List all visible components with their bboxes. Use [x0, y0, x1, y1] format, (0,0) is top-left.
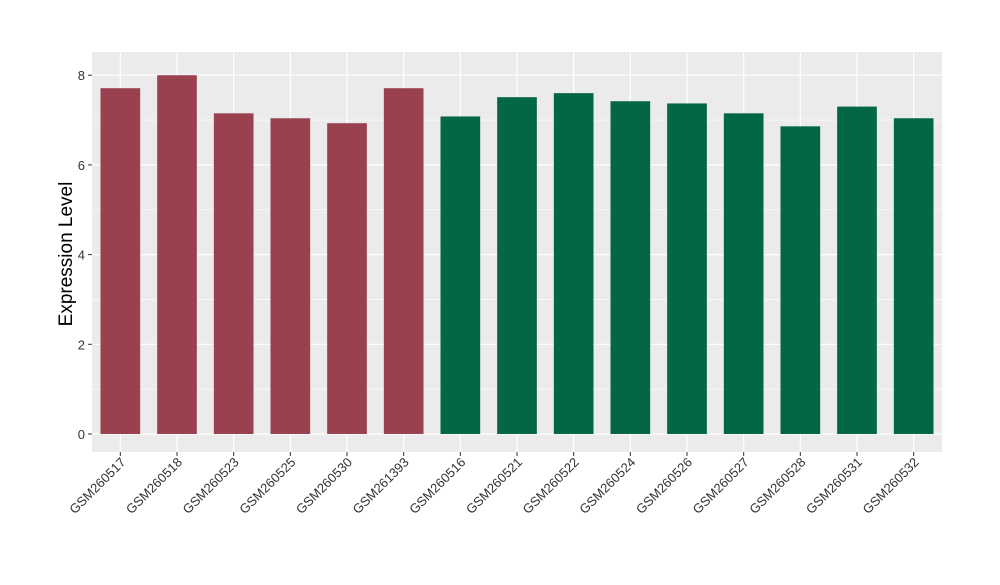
x-tick-label: GSM260530 [293, 455, 355, 517]
bar-GSM260518 [157, 75, 197, 434]
x-tick-label: GSM260526 [633, 455, 695, 517]
bar-GSM261393 [383, 88, 424, 435]
y-tick-label: 6 [78, 158, 85, 173]
x-tick-label: GSM260523 [180, 455, 242, 517]
bar-GSM260517 [100, 88, 141, 435]
x-tick-label: GSM260525 [236, 455, 298, 517]
bar-GSM260522 [553, 93, 594, 434]
bar-GSM260521 [497, 97, 537, 434]
bar-GSM260516 [440, 116, 481, 434]
x-tick-label: GSM260518 [123, 455, 185, 517]
y-tick-label: 8 [78, 68, 85, 83]
x-tick-label: GSM261393 [350, 455, 412, 517]
y-tick-label: 2 [78, 337, 85, 352]
bar-GSM260524 [610, 101, 651, 434]
bar-GSM260527 [723, 113, 764, 434]
x-tick-label: GSM260527 [690, 455, 752, 517]
bar-GSM260526 [667, 103, 707, 434]
y-axis-label: Expression Level [56, 182, 77, 327]
x-tick-label: GSM260524 [576, 455, 638, 517]
y-tick-label: 0 [78, 427, 85, 442]
x-tick-label: GSM260522 [520, 455, 582, 517]
x-tick-label: GSM260516 [406, 455, 468, 517]
x-tick-label: GSM260517 [66, 455, 128, 517]
x-tick-label: GSM260528 [746, 455, 808, 517]
bar-GSM260525 [270, 118, 311, 435]
x-tick-label: GSM260532 [860, 455, 922, 517]
bar-GSM260523 [213, 113, 254, 434]
y-tick-label: 4 [78, 248, 85, 263]
x-tick-label: GSM260521 [463, 455, 525, 517]
x-tick-label: GSM260531 [803, 455, 865, 517]
bar-GSM260528 [780, 126, 821, 434]
bar-GSM260532 [893, 118, 934, 435]
bar-GSM260530 [327, 123, 367, 434]
bar-GSM260531 [837, 106, 877, 434]
